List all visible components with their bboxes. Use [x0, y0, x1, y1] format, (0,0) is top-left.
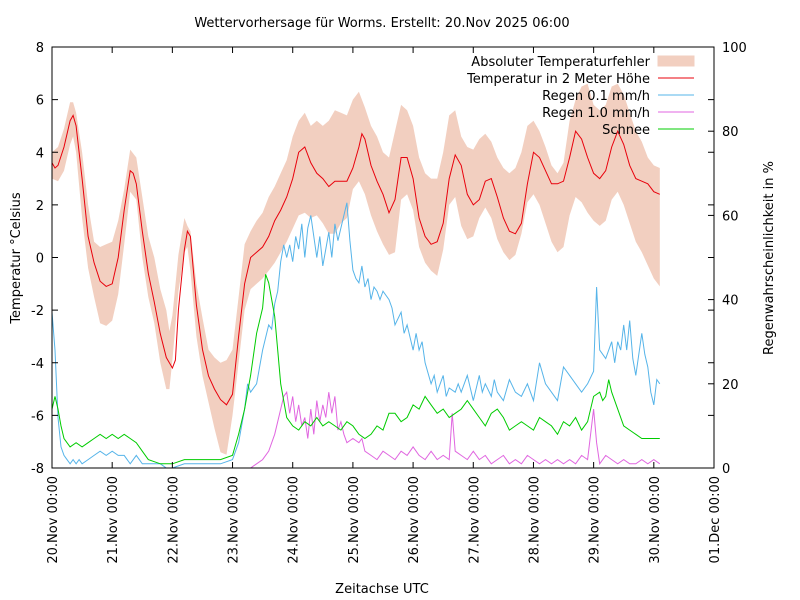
x-tick-label: 28.Nov 00:00	[527, 476, 542, 564]
legend-label: Schnee	[602, 123, 650, 138]
x-tick-label: 22.Nov 00:00	[166, 476, 181, 564]
x-tick-label: 26.Nov 00:00	[407, 476, 422, 564]
x-tick-label: 25.Nov 00:00	[347, 476, 362, 564]
x-axis: 20.Nov 00:00 21.Nov 00:00 22.Nov 00:00 23.N…	[46, 47, 723, 564]
y-tick-label: 4	[36, 146, 44, 161]
y-tick-label: -4	[31, 357, 44, 372]
legend-label: Temperatur in 2 Meter Höhe	[466, 72, 650, 87]
chart-title: Wettervorhersage für Worms. Erstellt: 20…	[194, 16, 569, 31]
y-tick-label: 2	[36, 199, 44, 214]
x-tick-label: 27.Nov 00:00	[467, 476, 482, 564]
legend: Absoluter Temperaturfehler Temperatur in …	[466, 55, 695, 138]
y-tick-label: -8	[31, 462, 44, 477]
series-line-4	[51, 274, 660, 465]
legend-swatch	[657, 55, 695, 67]
x-tick-label: 20.Nov 00:00	[46, 476, 61, 564]
y2-tick-label: 80	[722, 125, 739, 140]
x-tick-label: 23.Nov 00:00	[227, 476, 242, 564]
series-band-temperature-error	[52, 83, 660, 455]
y2-tick-label: 100	[722, 41, 747, 56]
x-tick-label: 24.Nov 00:00	[287, 476, 302, 564]
y-axis-right: 0 20 40 60 80 100	[708, 41, 747, 477]
y-tick-label: 0	[36, 252, 44, 267]
legend-label: Absoluter Temperaturfehler	[471, 55, 650, 70]
y-axis-label: Temperatur °Celsius	[9, 192, 24, 325]
y-tick-label: 6	[36, 94, 44, 109]
y2-tick-label: 0	[722, 462, 730, 477]
series-line-2	[51, 202, 661, 469]
series-line-1	[51, 114, 660, 406]
x-tick-label: 30.Nov 00:00	[648, 476, 663, 564]
x-tick-label: 21.Nov 00:00	[106, 476, 121, 564]
y2-tick-label: 40	[722, 294, 739, 309]
x-tick-label: 29.Nov 00:00	[588, 476, 603, 564]
y-tick-label: -6	[31, 409, 44, 424]
legend-label: Regen 1.0 mm/h	[542, 106, 650, 121]
legend-label: Regen 0.1 mm/h	[542, 89, 650, 104]
series-layer	[51, 83, 661, 469]
y2-axis-label: Regenwahrscheinlichkeit in %	[762, 161, 777, 355]
y-axis-left: -8 -6 -4 -2 0 2 4 6 8	[31, 41, 714, 477]
y2-tick-label: 20	[722, 378, 739, 393]
y2-tick-label: 60	[722, 209, 739, 224]
y-tick-label: -2	[31, 304, 44, 319]
y-tick-label: 8	[36, 41, 44, 56]
x-axis-label: Zeitachse UTC	[335, 582, 429, 597]
x-tick-label: 01.Dec 00:00	[708, 476, 723, 563]
series-line-3	[241, 390, 661, 469]
